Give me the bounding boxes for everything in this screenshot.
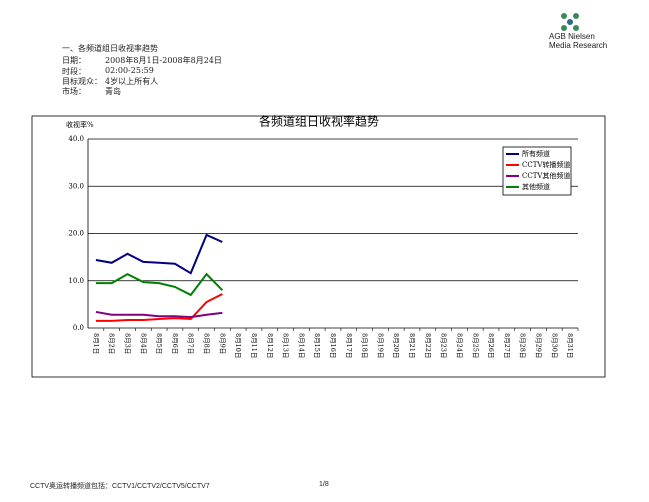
- field-label: 目标观众：: [62, 77, 102, 86]
- x-tick-label: 8月22日: [424, 333, 432, 358]
- x-tick-label: 8月19日: [376, 333, 384, 358]
- x-tick-label: 8月1日: [92, 333, 100, 354]
- legend-label: CCTV转播频道: [522, 160, 570, 169]
- chart-title: 各频道组日收视率趋势: [259, 114, 379, 129]
- x-tick-label: 8月23日: [440, 333, 448, 358]
- field-label: 市场：: [62, 87, 86, 96]
- x-tick-label: 8月20日: [392, 333, 400, 358]
- y-tick-label: 30.0: [68, 182, 84, 190]
- x-tick-label: 8月25日: [471, 333, 479, 358]
- x-tick-label: 8月30日: [550, 333, 558, 358]
- x-tick-label: 8月5日: [155, 333, 163, 354]
- logo-mark: [561, 13, 579, 31]
- footer-note: CCTV奥运转播频道包括：CCTV1/CCTV2/CCTV5/CCTV7: [30, 483, 210, 490]
- field-value: 青岛: [105, 87, 121, 96]
- x-tick-label: 8月21日: [408, 333, 416, 358]
- legend-label: CCTV其他频道: [522, 171, 570, 180]
- y-tick-label: 0.0: [73, 324, 84, 332]
- x-tick-label: 8月13日: [282, 333, 290, 358]
- field-value: 4岁以上所有人: [105, 77, 159, 86]
- x-tick-label: 8月8日: [203, 333, 211, 354]
- page-number: 1/8: [319, 481, 329, 488]
- x-tick-label: 8月16日: [329, 333, 337, 358]
- x-tick-label: 8月14日: [297, 333, 305, 358]
- x-tick-label: 8月10日: [234, 333, 242, 358]
- chart-border: [31, 115, 606, 378]
- logo-text: Media Research: [549, 41, 608, 50]
- y-axis-label: 收视率%: [66, 120, 94, 129]
- x-tick-label: 8月6日: [171, 333, 179, 354]
- x-tick-label: 8月24日: [455, 333, 463, 358]
- series-line: [95, 310, 223, 319]
- x-tick-label: 8月9日: [218, 333, 226, 354]
- y-tick-label: 40.0: [68, 135, 84, 143]
- x-tick-label: 8月12日: [266, 333, 274, 358]
- x-tick-label: 8月28日: [519, 333, 527, 358]
- x-tick-label: 8月27日: [503, 333, 511, 358]
- x-tick-label: 8月2日: [108, 333, 116, 354]
- x-tick-label: 8月26日: [487, 333, 495, 358]
- x-tick-label: 8月11日: [250, 333, 258, 358]
- field-value: 2008年8月1日-2008年8月24日: [105, 56, 222, 65]
- field-label: 日期：: [62, 56, 86, 65]
- x-tick-label: 8月18日: [361, 333, 369, 358]
- x-tick-label: 8月17日: [345, 333, 353, 358]
- x-tick-label: 8月29日: [534, 333, 542, 358]
- x-tick-label: 8月31日: [566, 333, 574, 358]
- x-tick-label: 8月4日: [139, 333, 147, 354]
- y-tick-label: 10.0: [68, 277, 84, 285]
- legend-label: 所有频道: [522, 149, 550, 158]
- chart: 各频道组日收视率趋势 收视率% 0.0 10.0 20.0 30.0 40.0 8月1日 8…: [31, 114, 606, 378]
- field-value: 02:00-25:59: [105, 66, 154, 75]
- series-line: [95, 293, 223, 322]
- x-tick-label: 8月7日: [187, 333, 195, 354]
- section-title: 一、各频道组日收视率趋势: [62, 44, 158, 53]
- series-line: [95, 272, 224, 297]
- legend-label: 其他频道: [522, 182, 550, 191]
- series-line: [95, 233, 223, 275]
- x-tick-label: 8月15日: [313, 333, 321, 358]
- field-label: 时段：: [62, 67, 86, 76]
- x-tick-label: 8月3日: [124, 333, 132, 354]
- y-tick-label: 20.0: [68, 230, 84, 238]
- logo-text: AGB Nielsen: [549, 32, 595, 41]
